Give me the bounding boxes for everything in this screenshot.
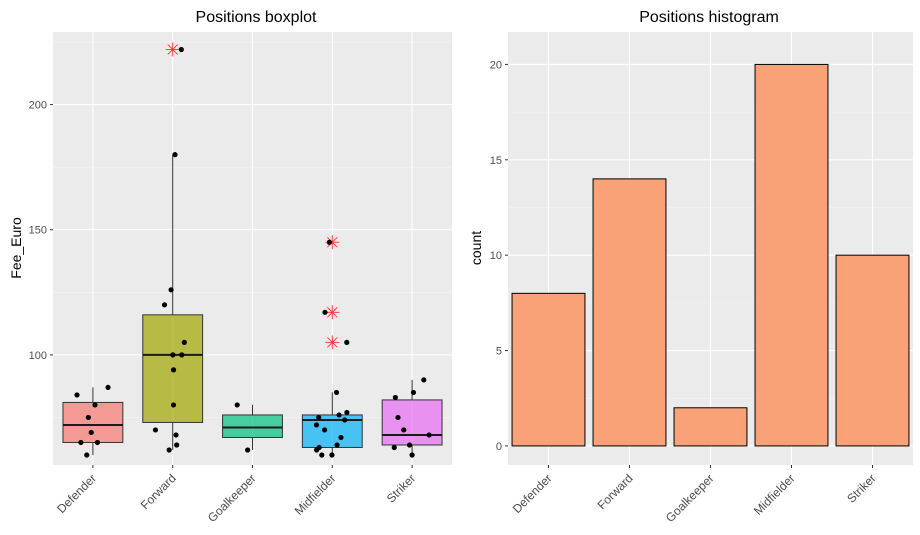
data-point — [426, 432, 432, 438]
data-point — [344, 409, 350, 416]
data-point — [326, 239, 333, 245]
data-point — [401, 427, 407, 433]
data-point — [173, 432, 179, 438]
x-tick-label: Midfielder — [751, 471, 798, 518]
data-point — [410, 389, 417, 396]
data-point — [168, 287, 174, 293]
boxplot-x-axis: Defender Forward Goalkeeper Midfielder Strik… — [54, 465, 418, 525]
boxplot-y-axis: 100 150 200 — [29, 100, 53, 362]
data-point — [85, 414, 91, 421]
data-point — [174, 442, 180, 448]
data-point — [313, 422, 320, 428]
boxplot-title: Positions boxplot — [196, 9, 318, 26]
x-tick-label: Defender — [510, 471, 555, 516]
y-tick-label: 20 — [490, 59, 502, 71]
data-point — [338, 434, 344, 441]
x-tick-label: Forward — [595, 471, 636, 512]
y-tick-label: 150 — [29, 225, 47, 237]
histogram-y-axis: 0 5 10 15 20 — [490, 59, 508, 453]
boxplot-y-axis-label: Fee_Euro — [8, 217, 24, 279]
data-point — [395, 414, 401, 421]
y-tick-label: 100 — [29, 350, 47, 362]
histogram-title: Positions histogram — [639, 9, 779, 26]
data-point — [94, 439, 101, 446]
bar — [835, 254, 910, 447]
bar — [511, 292, 586, 447]
boxplot-marks — [62, 42, 443, 458]
x-tick-label: Midfielder — [292, 471, 339, 518]
x-tick-label: Goalkeeper — [663, 471, 717, 525]
data-point — [316, 414, 322, 421]
data-point — [336, 412, 342, 418]
data-point — [161, 302, 168, 308]
outlier-marker — [325, 305, 340, 320]
data-point — [334, 442, 340, 448]
boxplot-panel: Positions boxplot 100 150 200 Defender Forw… — [8, 9, 452, 525]
data-point — [344, 339, 350, 345]
data-point — [170, 352, 176, 358]
data-point — [409, 452, 415, 458]
histogram-x-axis: Defender Forward Goalkeeper Midfielder Strik… — [510, 465, 879, 525]
y-tick-label: 5 — [496, 346, 502, 358]
outlier-marker — [325, 335, 340, 350]
x-tick-label: Defender — [54, 471, 99, 516]
x-tick-label: Striker — [844, 471, 878, 505]
y-tick-label: 200 — [29, 100, 47, 112]
data-point — [178, 46, 184, 53]
data-point — [88, 429, 94, 436]
outlier-stroke — [167, 44, 178, 55]
data-point — [319, 452, 325, 458]
data-point — [105, 384, 111, 391]
data-point — [322, 427, 328, 433]
data-point — [406, 442, 413, 448]
histogram-marks — [511, 63, 910, 447]
data-point — [170, 367, 177, 373]
data-point — [78, 439, 84, 446]
y-tick-label: 10 — [490, 250, 502, 262]
bar — [754, 63, 829, 447]
data-point — [166, 447, 172, 453]
outlier-stroke — [327, 236, 338, 248]
data-point — [329, 452, 335, 458]
x-tick-label: Goalkeeper — [205, 471, 259, 525]
data-point — [391, 444, 397, 451]
data-point — [172, 152, 178, 158]
data-point — [392, 394, 398, 401]
data-point — [179, 352, 185, 358]
bar — [592, 178, 667, 447]
data-point — [314, 447, 320, 453]
data-point — [84, 452, 90, 458]
data-point — [170, 402, 177, 408]
box — [381, 399, 443, 446]
x-tick-label: Forward — [138, 471, 179, 512]
x-tick-label: Striker — [384, 471, 418, 505]
outlier-stroke — [327, 337, 338, 348]
histogram-y-axis-label: count — [468, 231, 484, 265]
y-tick-label: 0 — [496, 441, 502, 453]
data-point — [245, 447, 251, 453]
data-point — [152, 427, 159, 433]
data-point — [322, 309, 328, 315]
data-point — [421, 377, 427, 383]
data-point — [234, 402, 240, 408]
box — [62, 401, 124, 443]
outlier-stroke — [327, 307, 338, 318]
data-point — [333, 389, 340, 396]
box — [222, 414, 283, 438]
bar — [673, 407, 748, 447]
data-point — [342, 417, 348, 423]
data-point — [181, 339, 187, 345]
data-point — [92, 402, 98, 408]
outlier-marker — [165, 42, 180, 57]
data-point — [74, 392, 80, 398]
y-tick-label: 15 — [490, 155, 502, 167]
histogram-panel: Positions histogram 0 5 10 15 20 Defender For… — [468, 9, 913, 525]
